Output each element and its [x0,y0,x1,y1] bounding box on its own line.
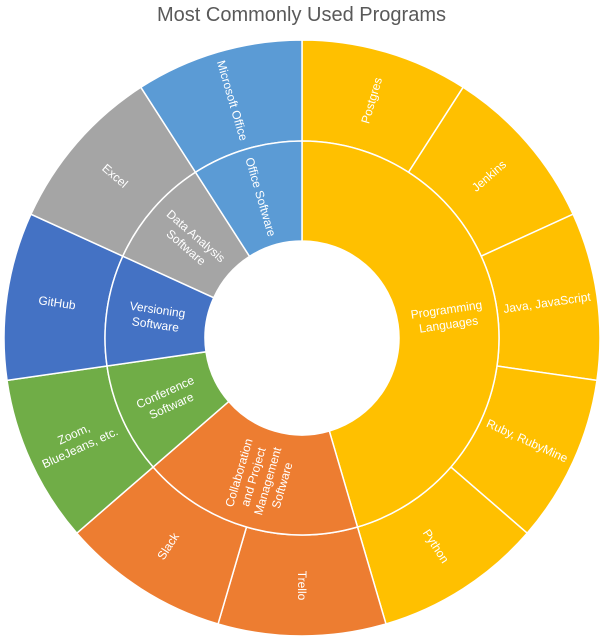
inner-segment-office-software [194,140,303,258]
inner-label-collaboration-and-project-management-software: Collaborationand ProjectManagementSoftwa… [222,436,299,521]
chart-title: Most Commonly Used Programs [157,4,446,26]
outer-label-github: GitHub [38,293,77,312]
outer-label-trello: Trello [295,571,309,601]
inner-segment-collaboration-and-project-management-software [152,400,359,536]
inner-label-versioning-software: VersioningSoftware [127,299,187,336]
inner-segment-programming-languages [301,140,500,528]
